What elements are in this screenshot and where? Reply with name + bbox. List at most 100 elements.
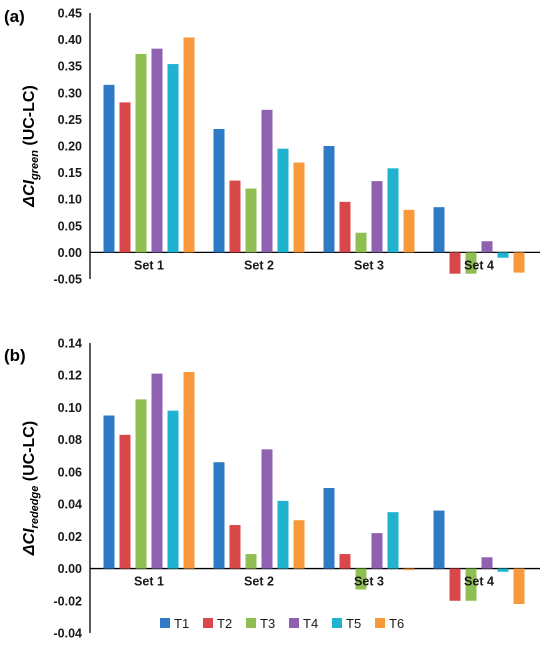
bar-t1-set4 [433, 207, 445, 253]
bar-t2-set1 [119, 434, 131, 569]
x-category-label: Set 4 [464, 575, 494, 589]
y-tick-label: 0.40 [58, 33, 82, 47]
legend-label-t1: T1 [174, 616, 189, 631]
y-tick-label: 0.14 [58, 337, 82, 351]
y-axis-label-sub: green [29, 150, 41, 181]
bar-t2-set2 [229, 180, 241, 253]
y-tick-label: 0.04 [58, 498, 82, 512]
chart-panel-a: (a) ΔCIgreen (UC-LC) 0.45 0.40 0.35 0.30 0.25 0… [4, 7, 540, 287]
x-category-label: Set 1 [134, 258, 164, 272]
bar-t5-set1 [167, 410, 179, 569]
bar-t3-set2 [245, 188, 257, 253]
bar-t2-set4 [449, 568, 461, 601]
legend-label-t6: T6 [389, 616, 404, 631]
bar-t4-set1 [151, 48, 163, 253]
y-axis-label-tail: (UC-LC) [21, 421, 38, 486]
y-tick-label: 0.15 [58, 166, 82, 180]
panel-label: (b) [4, 346, 26, 365]
y-tick-label: 0.00 [58, 562, 82, 576]
legend-swatch-t4 [289, 618, 299, 628]
x-category-label: Set 2 [244, 575, 274, 589]
bar-t4-set3 [371, 533, 383, 569]
bar-t5-set3 [387, 512, 399, 569]
y-tick-label: 0.06 [58, 465, 82, 479]
y-axis-label-sub: rededge [29, 486, 41, 529]
y-tick-label: -0.05 [54, 273, 83, 287]
legend-label-t3: T3 [260, 616, 275, 631]
y-axis-label: ΔCIgreen (UC-LC) [21, 85, 41, 208]
bar-t4-set4 [481, 241, 493, 253]
y-axis-label: ΔCIrededge (UC-LC) [21, 421, 41, 556]
legend-swatch-t1 [160, 618, 170, 628]
bar-t2-set3 [339, 554, 351, 569]
bar-t1-set3 [323, 488, 335, 569]
legend-label-t2: T2 [217, 616, 232, 631]
y-tick-label: 0.08 [58, 433, 82, 447]
bar-t3-set4 [465, 252, 477, 274]
bar-t3-set4 [465, 568, 477, 601]
y-tick-label: 0.30 [58, 86, 82, 100]
bar-t6-set3 [403, 568, 415, 571]
y-axis-label-main: ΔCI [21, 528, 38, 556]
y-tick-label: 0.05 [58, 219, 82, 233]
x-category-label: Set 1 [134, 575, 164, 589]
legend-swatch-t5 [332, 618, 342, 628]
bar-t5-set4 [497, 252, 509, 258]
bar-t1-set4 [433, 510, 445, 569]
bar-t5-set1 [167, 64, 179, 253]
bar-t2-set2 [229, 525, 241, 569]
bar-t3-set2 [245, 554, 257, 569]
bar-t3-set1 [135, 399, 147, 569]
x-category-label: Set 3 [354, 575, 384, 589]
legend-swatch-t6 [375, 618, 385, 628]
y-tick-label: -0.04 [54, 627, 83, 641]
y-tick-label: 0.20 [58, 140, 82, 154]
bar-t6-set2 [293, 162, 305, 253]
y-tick-label: 0.00 [58, 246, 82, 260]
y-axis-label-tail: (UC-LC) [21, 85, 38, 150]
y-tick-label: 0.45 [58, 7, 82, 21]
bar-t4-set2 [261, 449, 273, 569]
bar-t4-set2 [261, 109, 273, 253]
bar-t2-set4 [449, 252, 461, 274]
bar-t6-set3 [403, 209, 415, 253]
bar-t6-set1 [183, 372, 195, 569]
bar-t5-set2 [277, 148, 289, 253]
chart-panel-b: (b) ΔCIrededge (UC-LC) 0.14 0.12 0.10 0.08 0.0… [4, 337, 540, 641]
y-tick-label: 0.35 [58, 60, 82, 74]
y-tick-label: 0.12 [58, 369, 82, 383]
bar-t6-set2 [293, 520, 305, 569]
bar-t1-set3 [323, 146, 335, 253]
bar-t1-set2 [213, 128, 225, 253]
y-tick-label: 0.10 [58, 193, 82, 207]
bar-t5-set4 [497, 568, 509, 572]
bar-t4-set3 [371, 181, 383, 253]
panel-label: (a) [4, 7, 25, 26]
bar-t3-set3 [355, 232, 367, 253]
bar-t1-set1 [103, 84, 115, 253]
y-tick-label: 0.02 [58, 530, 82, 544]
bar-t5-set3 [387, 168, 399, 253]
bar-t3-set1 [135, 53, 147, 253]
x-category-label: Set 3 [354, 258, 384, 272]
x-category-label: Set 4 [464, 258, 494, 272]
legend: T1 T2 T3 T4 T5 T6 [160, 616, 404, 631]
bar-t1-set1 [103, 415, 115, 569]
bar-t2-set3 [339, 201, 351, 253]
legend-swatch-t3 [246, 618, 256, 628]
bar-t6-set4 [513, 568, 525, 604]
y-tick-label: 0.10 [58, 401, 82, 415]
legend-swatch-t2 [203, 618, 213, 628]
bar-t4-set1 [151, 373, 163, 569]
x-category-label: Set 2 [244, 258, 274, 272]
bar-t6-set1 [183, 37, 195, 253]
legend-label-t4: T4 [303, 616, 318, 631]
bar-t1-set2 [213, 462, 225, 569]
y-tick-label: 0.25 [58, 113, 82, 127]
y-axis-label-main: ΔCI [21, 180, 38, 208]
bar-t4-set4 [481, 557, 493, 569]
legend-label-t5: T5 [346, 616, 361, 631]
bar-t6-set4 [513, 252, 525, 273]
bar-t5-set2 [277, 500, 289, 569]
